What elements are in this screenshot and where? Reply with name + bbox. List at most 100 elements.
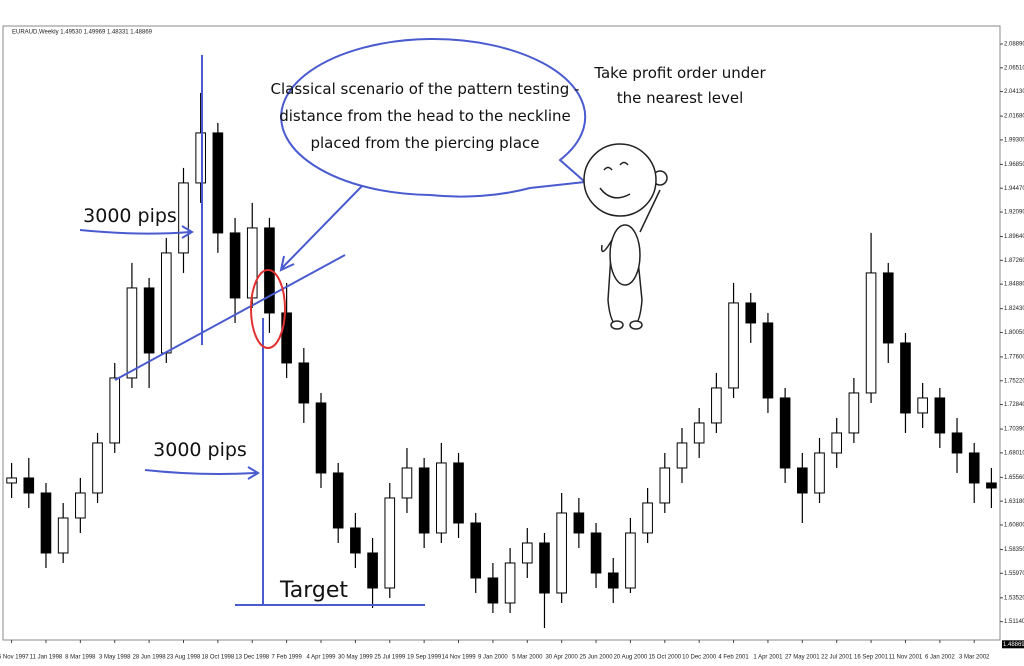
candle-body <box>951 432 963 454</box>
y-tick-label: 2.04130 <box>1004 89 1024 95</box>
x-tick-label: 4 Feb 2001 <box>718 655 749 661</box>
candle-body <box>659 467 671 504</box>
candle-body <box>57 517 69 554</box>
candle-body <box>848 392 860 434</box>
candle-body <box>573 512 585 534</box>
candle-body <box>246 227 258 299</box>
speech-bubble <box>280 38 588 198</box>
candle-body <box>436 462 447 534</box>
last-price-tag <box>1002 640 1024 649</box>
candle-body <box>40 492 52 554</box>
y-tick-label: 1.84880 <box>1004 282 1024 288</box>
candle-body <box>642 502 653 534</box>
candle-body <box>315 402 327 474</box>
candle-body <box>625 532 636 589</box>
candle-body <box>968 452 980 484</box>
candle-body <box>882 272 894 344</box>
y-tick-label: 1.60800 <box>1004 523 1024 529</box>
x-tick-label: 18 Oct 1998 <box>202 655 235 661</box>
y-tick-label: 1.99300 <box>1004 137 1024 143</box>
x-tick-label: 11 Jan 1998 <box>30 655 63 661</box>
candle-body <box>711 387 722 424</box>
y-tick-label: 1.87260 <box>1004 258 1024 264</box>
candle-body <box>75 492 86 519</box>
candle-body <box>6 477 17 484</box>
x-tick-label: 27 May 2001 <box>785 655 820 661</box>
y-tick-label: 1.53520 <box>1004 595 1024 601</box>
candle-body <box>92 442 103 494</box>
y-tick-label: 1.77600 <box>1004 355 1024 361</box>
candle-body <box>865 272 877 394</box>
x-tick-label: 5 Mar 2000 <box>512 655 543 661</box>
candle-body <box>779 397 791 469</box>
candle-body <box>487 577 499 604</box>
candle-body <box>986 482 997 489</box>
annotation-text: Target <box>279 578 348 603</box>
candle-body <box>229 232 241 299</box>
candle-body <box>831 432 843 454</box>
x-tick-label: 22 Jul 2001 <box>821 655 853 661</box>
candle-body <box>539 542 550 594</box>
candle-body <box>23 477 35 494</box>
y-tick-label: 1.89640 <box>1004 234 1024 240</box>
candle-body <box>126 287 138 379</box>
y-tick-label: 1.70390 <box>1004 427 1024 433</box>
x-tick-label: 13 Dec 1998 <box>235 655 270 661</box>
candle-body <box>160 252 172 354</box>
candle-body <box>298 362 310 404</box>
x-tick-label: 25 Jul 1999 <box>374 655 406 661</box>
piercing-circle <box>250 269 286 349</box>
y-tick-label: 1.51140 <box>1004 619 1024 625</box>
candle-body <box>745 302 757 324</box>
x-tick-label: 11 Nov 2001 <box>889 655 923 661</box>
last-price-label: 1.48869 <box>1003 642 1024 648</box>
arrow <box>144 466 260 480</box>
candle-body <box>281 312 292 364</box>
candle-body <box>590 532 602 574</box>
candle-body <box>401 467 413 499</box>
candle-body <box>384 497 396 589</box>
candle-body <box>178 182 189 254</box>
x-tick-label: 6 Jan 2002 <box>925 655 955 661</box>
arrow <box>279 185 363 272</box>
x-tick-label: 4 Apr 1999 <box>306 655 336 661</box>
x-tick-label: 25 Jun 2000 <box>580 655 614 661</box>
neckline <box>114 254 346 381</box>
y-tick-label: 1.65560 <box>1004 475 1024 481</box>
candle-body <box>917 397 928 414</box>
plot: 2.08890 2.06510 2.04130 2.01680 1.99300 1.968… <box>0 42 1024 661</box>
candle-body <box>109 377 121 444</box>
candle-body <box>418 467 430 534</box>
candle-body <box>556 512 567 594</box>
y-tick-label: 2.08890 <box>1004 42 1024 48</box>
x-tick-label: 16 Sep 2001 <box>854 655 889 661</box>
y-tick-label: 1.55970 <box>1004 571 1024 577</box>
arrow <box>79 225 194 239</box>
annotation-text: the nearest level <box>617 89 744 107</box>
candle-body <box>367 552 378 589</box>
annotation-text: Classical scenario of the pattern testin… <box>271 80 580 98</box>
y-tick-label: 1.72840 <box>1004 402 1024 408</box>
candle-body <box>143 287 155 354</box>
y-tick-label: 1.68010 <box>1004 450 1024 456</box>
y-tick-label: 1.75220 <box>1004 378 1024 384</box>
x-tick-label: 1 Apr 2001 <box>753 655 783 661</box>
candle-body <box>797 467 808 494</box>
y-tick-label: 1.92090 <box>1004 210 1024 216</box>
x-tick-label: 28 Jun 1998 <box>133 655 167 661</box>
y-tick-label: 2.01680 <box>1004 114 1024 120</box>
y-tick-label: 2.06510 <box>1004 65 1024 71</box>
candle-body <box>453 462 464 524</box>
candle-body <box>521 542 533 564</box>
x-tick-label: 10 Dec 2000 <box>682 655 717 661</box>
candle-body <box>504 562 516 604</box>
candle-body <box>195 132 206 184</box>
y-tick-label: 1.96850 <box>1004 162 1024 168</box>
candle-body <box>693 422 705 444</box>
candle-body <box>607 572 619 589</box>
candle-body <box>350 527 361 554</box>
annotation-text: 3000 pips <box>153 439 247 461</box>
x-tick-label: 9 Jan 2000 <box>478 655 508 661</box>
x-tick-label: 14 Nov 1999 <box>442 655 477 661</box>
